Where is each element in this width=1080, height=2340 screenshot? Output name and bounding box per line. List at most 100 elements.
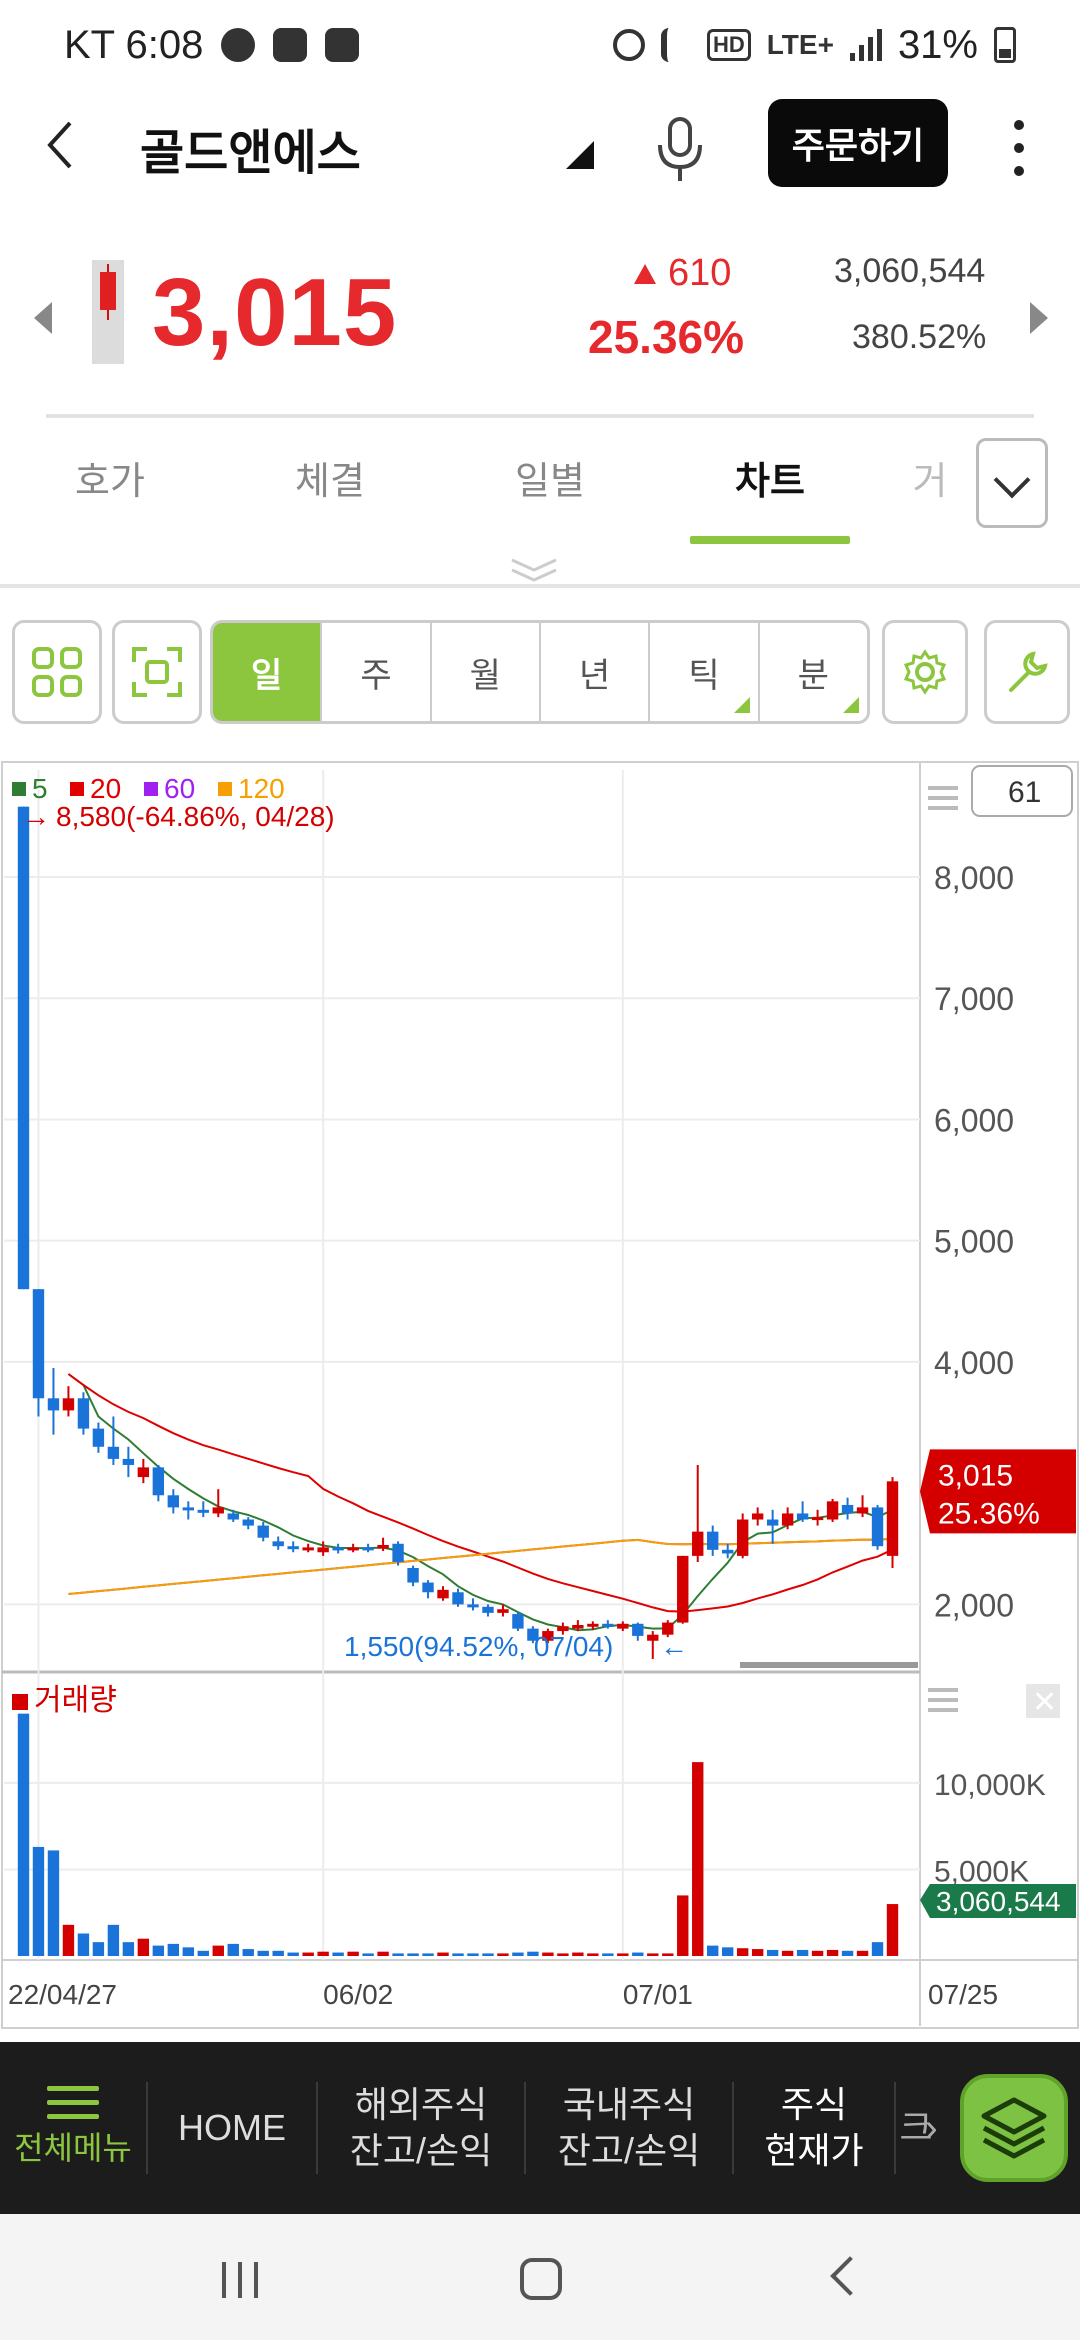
candle-body	[242, 1519, 254, 1526]
candle-body	[886, 1481, 899, 1556]
candle-body	[841, 1504, 854, 1514]
volume-bar	[647, 1953, 659, 1956]
period-tick[interactable]: 틱	[650, 623, 760, 721]
collapse-chevron-icon[interactable]	[506, 556, 562, 586]
candle-body	[122, 1458, 135, 1465]
candle-body	[602, 1623, 614, 1627]
low-annotation: 1,550(94.52%, 07/04)	[344, 1631, 613, 1662]
volume-bar	[841, 1950, 854, 1956]
home-icon[interactable]	[520, 2258, 562, 2300]
layers-fab-icon[interactable]	[960, 2074, 1068, 2182]
nav-domestic-line1: 국내주식	[562, 2084, 696, 2125]
volume-bar	[272, 1950, 284, 1956]
fullscreen-icon[interactable]	[112, 620, 202, 724]
next-stock-arrow-icon[interactable]	[1030, 302, 1048, 334]
nav-domestic-balance[interactable]: 국내주식 잔고/손익	[526, 2042, 732, 2214]
microphone-icon[interactable]	[652, 115, 708, 185]
mute-icon	[661, 28, 691, 62]
volume-bar	[736, 1948, 749, 1956]
nav-home[interactable]: HOME	[148, 2042, 316, 2214]
volume-bar	[587, 1953, 599, 1956]
period-minute[interactable]: 분	[760, 623, 867, 721]
candle-body	[467, 1604, 479, 1608]
wrench-tool-icon[interactable]	[984, 620, 1070, 724]
candle-body	[167, 1495, 180, 1508]
battery-icon	[994, 27, 1016, 63]
prev-stock-arrow-icon[interactable]	[34, 302, 52, 334]
nav-home-label: HOME	[178, 2107, 286, 2148]
price-tick-label: 2,000	[934, 1587, 1014, 1623]
volume-bar	[751, 1949, 764, 1956]
stock-name[interactable]: 골드앤에스	[140, 127, 361, 180]
price-tick-label: 6,000	[934, 1102, 1014, 1138]
tab-chart[interactable]: 차트	[735, 461, 805, 503]
candle-body	[137, 1467, 150, 1478]
settings-gear-icon[interactable]	[882, 620, 968, 724]
volume-bar	[17, 1713, 30, 1956]
candle-body	[272, 1541, 284, 1547]
nav-partial-item[interactable]: 크	[896, 2042, 936, 2214]
nav-current-price[interactable]: 주식 현재가	[734, 2042, 894, 2214]
tab-partial[interactable]: 거	[912, 461, 948, 503]
candle-body	[497, 1609, 509, 1613]
volume-bar	[557, 1953, 569, 1956]
candle-body	[47, 1398, 60, 1411]
ma-legend-label: 120	[238, 773, 285, 804]
current-price-tag-value: 3,015	[938, 1459, 1013, 1492]
candle-body	[407, 1568, 419, 1583]
volume-bar	[677, 1895, 689, 1956]
candle-body	[692, 1531, 704, 1556]
nav-scroll-right-icon[interactable]: ›	[924, 2106, 938, 2150]
candle-body	[377, 1544, 389, 1549]
grid-layout-icon[interactable]	[12, 620, 102, 724]
period-day[interactable]: 일	[213, 623, 323, 721]
status-bar: KT 6:08 HD LTE+ 31%	[0, 0, 1080, 90]
volume-rate: 380.52%	[852, 318, 987, 356]
volume-bar	[707, 1945, 719, 1956]
tab-orderbook[interactable]: 호가	[75, 461, 145, 503]
volume-bar	[257, 1950, 269, 1956]
volume-bar	[766, 1949, 779, 1956]
tab-expand-button[interactable]	[976, 438, 1048, 528]
period-selector: 일 주 월 년 틱 분	[210, 620, 870, 724]
price-summary: 3,015 610 25.36% 3,060,544 380.52%	[0, 240, 1080, 410]
volume-bar	[212, 1945, 224, 1956]
tab-daily[interactable]: 일별	[515, 461, 585, 503]
today-candle-icon	[92, 260, 124, 364]
period-year[interactable]: 년	[541, 623, 651, 721]
volume-bar	[617, 1953, 629, 1956]
gallery-icon	[273, 28, 308, 62]
all-menu-button[interactable]: 전체메뉴	[0, 2042, 146, 2214]
period-month[interactable]: 월	[432, 623, 541, 721]
volume-bar	[662, 1953, 674, 1956]
candlestick-chart[interactable]: 8,000 7,000 6,000 5,000 4,000 2,000 22/04/27 06…	[0, 760, 1080, 2030]
dropdown-triangle-icon[interactable]	[566, 141, 594, 169]
back-arrow-icon[interactable]	[40, 115, 100, 175]
tab-trades[interactable]: 체결	[295, 461, 365, 503]
order-button[interactable]: 주문하기	[768, 99, 948, 187]
candle-body	[437, 1589, 449, 1599]
time-tick-label: 07/25	[928, 1979, 998, 2010]
volume-panel-close-glyph: ✕	[1032, 1686, 1057, 1719]
candle-body	[722, 1549, 734, 1554]
active-tab-indicator	[690, 536, 850, 544]
system-back-icon[interactable]	[830, 2256, 870, 2296]
candle-body	[527, 1628, 539, 1641]
candle-body	[182, 1507, 194, 1511]
bottom-nav: 전체메뉴 HOME 해외주식 잔고/손익 국내주식 잔고/손익 주식 현재가 크…	[0, 2042, 1080, 2214]
volume-bar	[871, 1942, 884, 1956]
check-badge-icon	[221, 28, 256, 62]
volume-bar	[242, 1949, 254, 1956]
recent-apps-icon[interactable]	[222, 2262, 258, 2298]
chart-area[interactable]: 8,000 7,000 6,000 5,000 4,000 2,000 22/04/27 06…	[0, 760, 1080, 2030]
candle-body	[871, 1507, 884, 1547]
more-vertical-icon[interactable]	[1004, 113, 1034, 183]
period-week[interactable]: 주	[322, 623, 432, 721]
up-triangle-icon	[634, 263, 656, 284]
candle-body	[632, 1623, 644, 1636]
nav-overseas-balance[interactable]: 해외주식 잔고/손익	[318, 2042, 524, 2214]
volume-bar	[437, 1952, 449, 1956]
volume-bar	[886, 1904, 899, 1956]
alarm-icon	[613, 29, 645, 61]
candle-body	[751, 1513, 764, 1520]
